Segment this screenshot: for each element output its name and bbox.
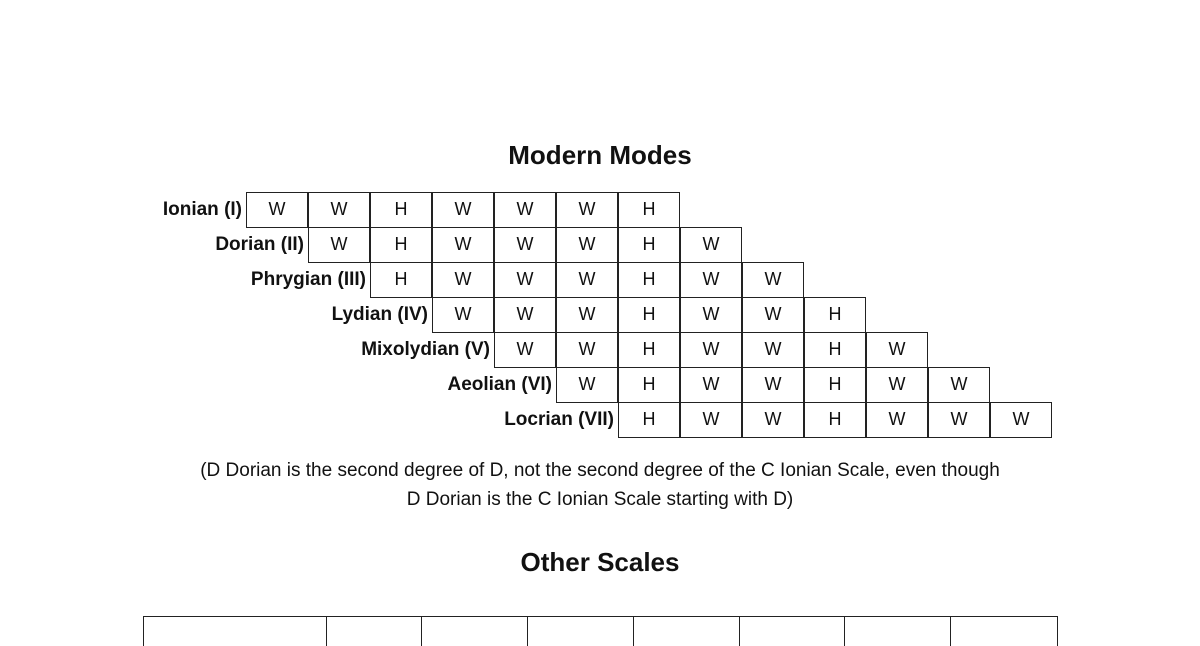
step-cell: W: [928, 367, 990, 403]
step-cell: W: [556, 367, 618, 403]
modes-staircase-table: Ionian (I) W W H W W W H Dorian (II) W H W W W H W Phryg…: [162, 192, 1052, 438]
step-cell: W: [742, 367, 804, 403]
step-cell: H: [618, 227, 680, 263]
other-scales-column: [845, 617, 952, 646]
step-cell: H: [370, 227, 432, 263]
step-cell: W: [432, 262, 494, 298]
step-cell: W: [432, 192, 494, 228]
step-cell: W: [680, 332, 742, 368]
step-cell: W: [432, 297, 494, 333]
mode-label: Phrygian (III): [250, 269, 366, 290]
step-cell: H: [618, 367, 680, 403]
step-cell: W: [742, 297, 804, 333]
step-cell: W: [866, 332, 928, 368]
step-cell: W: [742, 262, 804, 298]
other-scales-column: [951, 617, 1057, 646]
step-cell: H: [804, 332, 866, 368]
other-scales-column: [634, 617, 740, 646]
other-scales-column: [144, 617, 327, 646]
step-cell: H: [618, 262, 680, 298]
mode-label: Lydian (IV): [331, 304, 428, 325]
step-cell: W: [742, 402, 804, 438]
step-cell: W: [494, 332, 556, 368]
other-scales-column: [327, 617, 423, 646]
modern-modes-heading: Modern Modes: [508, 140, 692, 170]
step-cell: W: [866, 402, 928, 438]
step-cell: W: [308, 192, 370, 228]
step-cell: W: [308, 227, 370, 263]
note-line-1: (D Dorian is the second degree of D, not…: [200, 460, 1000, 481]
step-cell: W: [494, 227, 556, 263]
step-cell: W: [556, 192, 618, 228]
mode-label: Ionian (I): [162, 199, 242, 220]
step-cell: H: [618, 402, 680, 438]
step-cell: H: [370, 192, 432, 228]
other-scales-column: [528, 617, 634, 646]
mode-label: Locrian (VII): [504, 409, 614, 430]
other-scales-column: [422, 617, 529, 646]
step-cell: H: [618, 297, 680, 333]
other-scales-heading: Other Scales: [520, 547, 680, 577]
mode-label: Dorian (II): [215, 234, 304, 255]
step-cell: W: [246, 192, 308, 228]
step-cell: W: [556, 227, 618, 263]
step-cell: H: [804, 367, 866, 403]
dorian-note: (D Dorian is the second degree of D, not…: [0, 456, 1200, 514]
mode-label: Mixolydian (V): [361, 339, 490, 360]
step-cell: W: [866, 367, 928, 403]
step-cell: W: [494, 262, 556, 298]
other-scales-column: [740, 617, 846, 646]
step-cell: W: [494, 297, 556, 333]
step-cell: W: [680, 402, 742, 438]
step-cell: W: [680, 227, 742, 263]
step-cell: W: [680, 367, 742, 403]
step-cell: W: [432, 227, 494, 263]
step-cell: W: [680, 297, 742, 333]
step-cell: W: [680, 262, 742, 298]
step-cell: W: [928, 402, 990, 438]
note-line-2: D Dorian is the C Ionian Scale starting …: [406, 489, 794, 510]
step-cell: H: [804, 297, 866, 333]
mode-label: Aeolian (VI): [447, 374, 552, 395]
step-cell: W: [742, 332, 804, 368]
step-cell: H: [370, 262, 432, 298]
step-cell: H: [804, 402, 866, 438]
step-cell: H: [618, 332, 680, 368]
step-cell: W: [556, 262, 618, 298]
step-cell: W: [494, 192, 556, 228]
other-scales-table: [143, 616, 1058, 646]
step-cell: W: [556, 332, 618, 368]
step-cell: W: [990, 402, 1052, 438]
step-cell: W: [556, 297, 618, 333]
step-cell: H: [618, 192, 680, 228]
